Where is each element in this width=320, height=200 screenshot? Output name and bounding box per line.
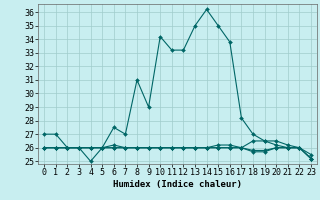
X-axis label: Humidex (Indice chaleur): Humidex (Indice chaleur) [113, 180, 242, 189]
